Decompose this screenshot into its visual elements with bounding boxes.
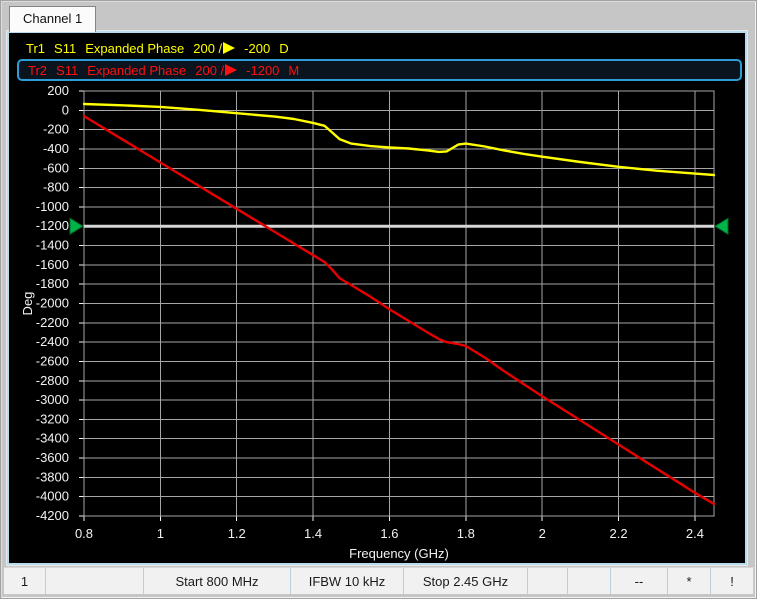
reference-arrow-icon <box>225 64 238 76</box>
y-tick-label: -3600 <box>36 450 69 465</box>
trace-status-tr1[interactable]: Tr1 S11 Expanded Phase 200 / -200 D <box>17 37 298 59</box>
status-spacer <box>528 568 568 594</box>
trace-reference-value: -200 <box>244 40 271 56</box>
y-tick-label: -1400 <box>36 238 69 253</box>
y-tick-label: -400 <box>43 141 69 156</box>
graticule-border <box>83 90 715 517</box>
y-tick-label: -4000 <box>36 489 69 504</box>
x-tick-label: 1.6 <box>380 526 398 541</box>
x-tick-label: 1.8 <box>457 526 475 541</box>
y-tick-label: -1800 <box>36 276 69 291</box>
reference-marker-right-icon[interactable] <box>714 217 729 236</box>
y-tick-label: -3000 <box>36 392 69 407</box>
trace-scale: 200 / <box>193 40 223 56</box>
x-tick-label: 1.4 <box>304 526 322 541</box>
status-spacer <box>568 568 611 594</box>
trace-curve-tr1 <box>82 102 716 177</box>
trace-name: Tr1 <box>26 40 46 56</box>
trace-curve-tr2 <box>82 114 716 506</box>
y-tick-label: -1600 <box>36 257 69 272</box>
x-tick-label: 1.2 <box>228 526 246 541</box>
y-axis-title: Deg <box>20 292 35 316</box>
reference-marker-left-icon[interactable] <box>69 217 84 236</box>
trace-status-tr2-active[interactable]: Tr2 S11 Expanded Phase 200 / -1200 M <box>17 59 742 81</box>
y-tick-label: 0 <box>62 102 69 117</box>
trace-name: Tr2 <box>28 62 48 78</box>
tab-channel-1[interactable]: Channel 1 <box>9 6 97 32</box>
ifbw[interactable]: IFBW 10 kHz <box>291 568 404 594</box>
trace-scale: 200 / <box>195 62 225 78</box>
reference-arrow-icon <box>223 42 236 54</box>
y-tick-label: -2000 <box>36 296 69 311</box>
trace-type-flag: D <box>279 40 289 56</box>
y-tick-label: -4200 <box>36 508 69 523</box>
y-tick-label: -2800 <box>36 373 69 388</box>
x-tick-label: 0.8 <box>75 526 93 541</box>
y-tick-label: 200 <box>47 83 69 98</box>
channel-display-panel: Tr1 S11 Expanded Phase 200 / -200 D Tr2 … <box>7 31 747 565</box>
y-tick-label: -3400 <box>36 431 69 446</box>
x-tick-label: 2.4 <box>686 526 704 541</box>
x-axis-title: Frequency (GHz) <box>349 546 449 561</box>
trace-type-flag: M <box>288 62 300 78</box>
measurement-graph[interactable]: 200 0 -200 -400 -600 -800 -1000 -1200 -1400 -1600… <box>9 33 745 563</box>
y-tick-label: -600 <box>43 160 69 175</box>
channel-number[interactable]: 1 <box>4 568 46 594</box>
channel-tab-strip: Channel 1 <box>4 3 753 32</box>
y-tick-label: -1200 <box>36 218 69 233</box>
status-spacer <box>46 568 144 594</box>
trace-parameter: S11 <box>54 40 77 56</box>
sweep-start[interactable]: Start 800 MHz <box>144 568 291 594</box>
y-tick-label: -200 <box>43 122 69 137</box>
error-indicator[interactable]: ! <box>711 568 754 594</box>
y-tick-label: -1000 <box>36 199 69 214</box>
x-tick-label: 2 <box>539 526 546 541</box>
y-tick-label: -800 <box>43 180 69 195</box>
y-tick-label: -2400 <box>36 334 69 349</box>
trace-reference-value: -1200 <box>246 62 280 78</box>
trace-format: Expanded Phase <box>87 62 187 78</box>
x-tick-label: 1 <box>157 526 164 541</box>
y-tick-label: -2200 <box>36 315 69 330</box>
sweep-stop[interactable]: Stop 2.45 GHz <box>404 568 528 594</box>
y-tick-label: -3800 <box>36 469 69 484</box>
sweep-indicator[interactable]: * <box>668 568 711 594</box>
trace-format: Expanded Phase <box>85 40 185 56</box>
y-tick-label: -2600 <box>36 353 69 368</box>
trace-parameter: S11 <box>56 62 79 78</box>
status-bar: 1 Start 800 MHz IFBW 10 kHz Stop 2.45 GHz --… <box>4 567 754 594</box>
x-tick-label: 2.2 <box>610 526 628 541</box>
y-tick-label: -3200 <box>36 411 69 426</box>
correction-indicator[interactable]: -- <box>611 568 668 594</box>
